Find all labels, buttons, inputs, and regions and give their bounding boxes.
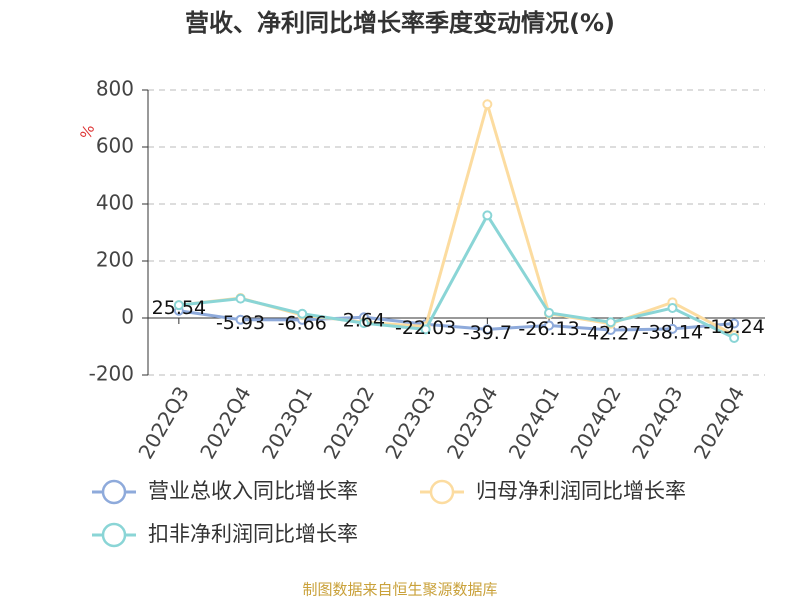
data-point xyxy=(667,303,678,314)
legend-marker xyxy=(429,479,455,505)
data-point xyxy=(544,307,555,318)
data-label: -19.24 xyxy=(704,316,765,338)
data-label: -42.27 xyxy=(580,323,641,345)
legend-label: 归母净利润同比增长率 xyxy=(476,479,686,503)
y-tick-label: 0 xyxy=(121,305,134,329)
data-point xyxy=(235,314,246,325)
data-point xyxy=(544,320,555,331)
data-label: -39.7 xyxy=(463,322,512,344)
series-line xyxy=(178,212,735,340)
series-line xyxy=(178,98,735,337)
legend-label: 营业总收入同比增长率 xyxy=(148,479,358,503)
legend-marker xyxy=(101,522,127,548)
x-tick-label: 2023Q2 xyxy=(319,382,379,463)
data-label: -38.14 xyxy=(642,321,703,343)
y-tick-label: 800 xyxy=(96,77,134,101)
y-tick-label: 200 xyxy=(96,248,134,272)
data-label: 2.64 xyxy=(343,310,385,332)
data-label: -6.66 xyxy=(278,312,327,334)
x-tick-label: 2022Q4 xyxy=(195,382,255,463)
x-tick-label: 2023Q1 xyxy=(257,382,317,463)
data-point xyxy=(482,99,493,110)
data-point xyxy=(729,332,740,343)
x-tick-label: 2024Q4 xyxy=(689,382,749,463)
legend-marker xyxy=(101,479,127,505)
data-label: -22.03 xyxy=(395,317,456,339)
data-point xyxy=(605,317,616,328)
y-axis-label: % xyxy=(77,122,99,142)
y-tick-label: 600 xyxy=(96,134,134,158)
y-tick-label: 400 xyxy=(96,191,134,215)
y-tick-label: -200 xyxy=(89,362,134,386)
data-point xyxy=(297,308,308,319)
series-line xyxy=(178,309,735,332)
x-tick-label: 2024Q2 xyxy=(565,382,625,463)
source-note: 制图数据来自恒生聚源数据库 xyxy=(302,581,497,599)
data-point xyxy=(667,323,678,334)
x-tick-label: 2024Q1 xyxy=(504,382,564,463)
data-point xyxy=(482,210,493,221)
data-point xyxy=(482,324,493,335)
data-point xyxy=(173,300,184,311)
chart-title: 营收、净利同比增长率季度变动情况(%) xyxy=(185,9,615,37)
data-point xyxy=(420,324,431,335)
data-point xyxy=(358,318,369,329)
x-tick-label: 2022Q3 xyxy=(133,382,193,463)
data-label: -26.13 xyxy=(518,318,579,340)
x-tick-label: 2024Q3 xyxy=(627,382,687,463)
x-tick-label: 2023Q3 xyxy=(380,382,440,463)
legend-label: 扣非净利润同比增长率 xyxy=(148,522,358,546)
x-tick-label: 2023Q4 xyxy=(442,382,502,463)
data-point xyxy=(235,293,246,304)
data-label: -5.93 xyxy=(216,312,265,334)
data-label: 25.54 xyxy=(152,297,206,319)
data-point xyxy=(729,318,740,329)
